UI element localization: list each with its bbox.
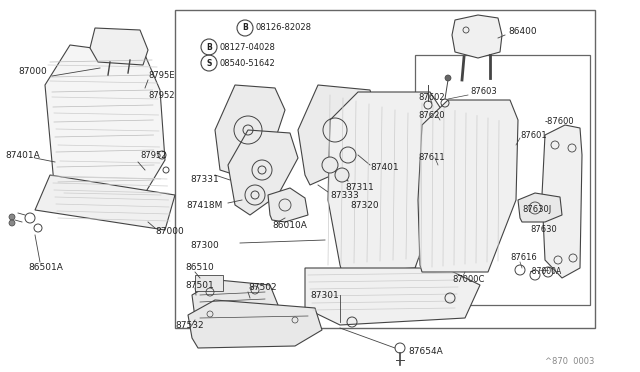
Text: 87952: 87952	[148, 90, 175, 99]
Text: 87501: 87501	[185, 280, 214, 289]
Bar	[175, 10, 595, 328]
Text: 87301: 87301	[310, 291, 339, 299]
Text: 87611: 87611	[418, 154, 445, 163]
Text: 87000: 87000	[155, 228, 184, 237]
Polygon shape	[268, 188, 308, 222]
Circle shape	[335, 168, 349, 182]
Text: 87502: 87502	[248, 283, 276, 292]
Bar	[415, 55, 590, 305]
Text: 86010A: 86010A	[272, 221, 307, 230]
Circle shape	[9, 214, 15, 220]
Text: 87401A: 87401A	[5, 151, 40, 160]
Polygon shape	[215, 85, 285, 178]
Polygon shape	[188, 300, 322, 348]
Text: 87311: 87311	[345, 183, 374, 192]
Polygon shape	[45, 45, 165, 210]
Polygon shape	[542, 125, 582, 278]
Text: 87401: 87401	[370, 164, 399, 173]
Polygon shape	[35, 175, 175, 230]
Text: 08540-51642: 08540-51642	[219, 58, 275, 67]
Text: 87602: 87602	[418, 93, 445, 103]
Text: 87630J: 87630J	[522, 205, 551, 215]
Polygon shape	[452, 15, 502, 58]
Text: 86400: 86400	[508, 28, 536, 36]
Polygon shape	[328, 92, 445, 272]
Text: 87320: 87320	[350, 201, 379, 209]
Polygon shape	[418, 100, 518, 272]
Text: 87333: 87333	[330, 190, 359, 199]
Polygon shape	[518, 193, 562, 222]
Polygon shape	[298, 85, 378, 185]
Text: 08126-82028: 08126-82028	[255, 23, 311, 32]
Text: B: B	[206, 42, 212, 51]
Text: 8795E: 8795E	[148, 71, 175, 80]
Text: S: S	[206, 58, 212, 67]
Text: 86501A: 86501A	[28, 263, 63, 273]
Polygon shape	[90, 28, 148, 65]
Text: -87600: -87600	[545, 118, 575, 126]
Polygon shape	[228, 130, 298, 215]
Text: B: B	[242, 23, 248, 32]
Text: 87418M: 87418M	[186, 201, 222, 209]
Text: 87300: 87300	[190, 241, 219, 250]
Circle shape	[322, 157, 338, 173]
Text: 87630: 87630	[530, 225, 557, 234]
Circle shape	[9, 220, 15, 226]
Text: 87620: 87620	[418, 110, 445, 119]
Text: 87000C: 87000C	[452, 276, 484, 285]
Bar	[195, 275, 223, 291]
Text: 87000: 87000	[18, 67, 47, 77]
Circle shape	[445, 75, 451, 81]
Polygon shape	[192, 280, 278, 325]
Text: 87601: 87601	[520, 131, 547, 140]
Text: 87532: 87532	[175, 321, 204, 330]
Circle shape	[245, 185, 265, 205]
Text: ^870  0003: ^870 0003	[545, 357, 595, 366]
Text: 08127-04028: 08127-04028	[219, 42, 275, 51]
Text: 86510: 86510	[185, 263, 214, 273]
Text: 87331: 87331	[190, 176, 219, 185]
Text: 87616: 87616	[510, 253, 537, 263]
Text: -87000A: -87000A	[530, 267, 563, 276]
Text: 87603: 87603	[470, 87, 497, 96]
Text: 87952: 87952	[140, 151, 166, 160]
Polygon shape	[305, 268, 480, 325]
Text: 87654A: 87654A	[408, 347, 443, 356]
